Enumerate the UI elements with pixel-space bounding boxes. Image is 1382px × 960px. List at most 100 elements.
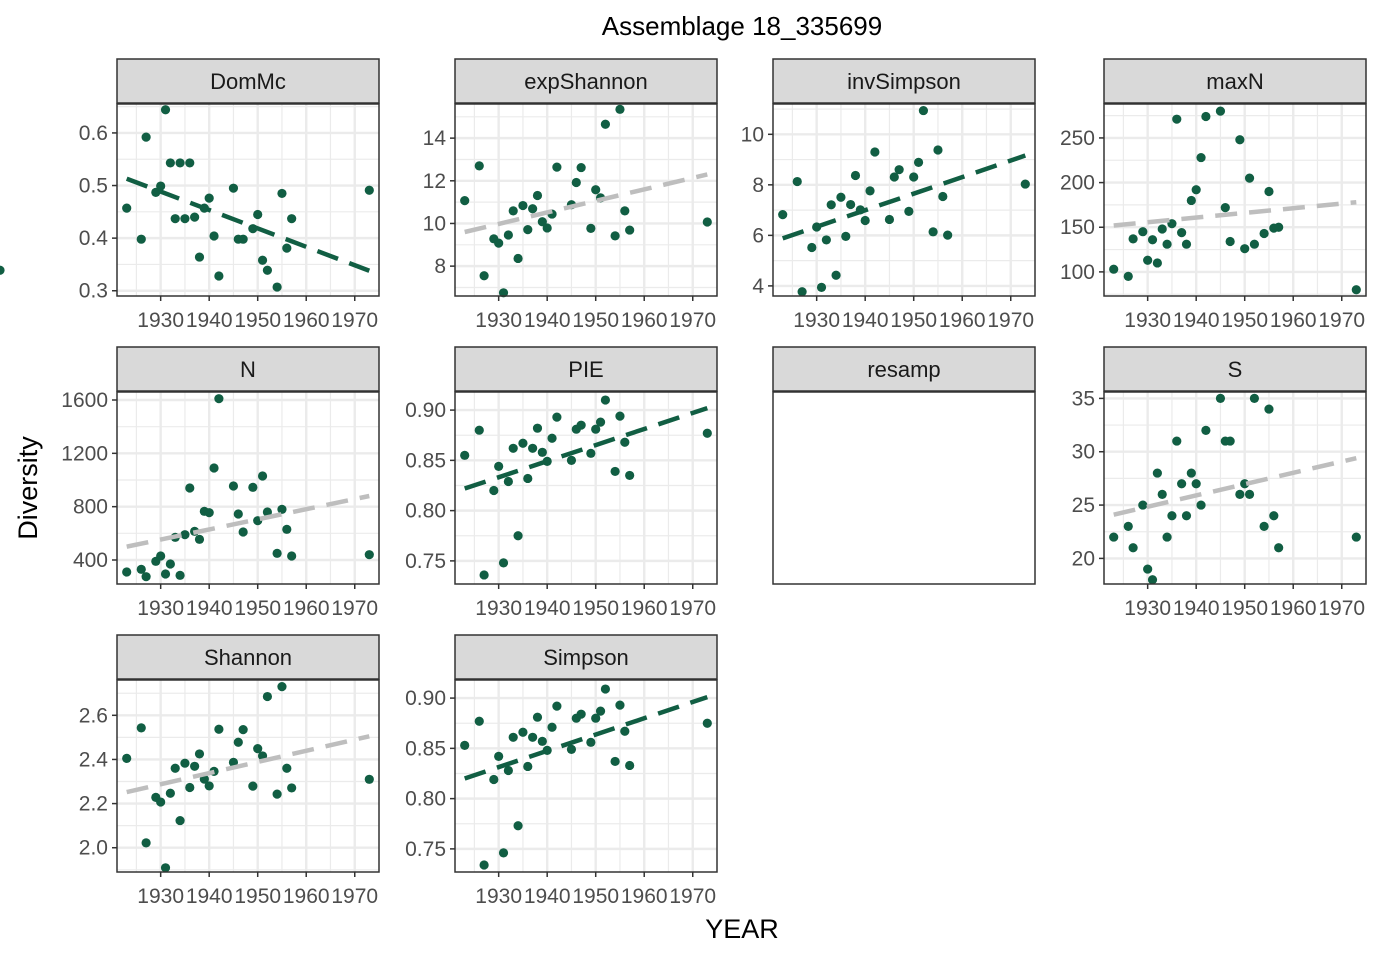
data-point [1191, 185, 1201, 195]
data-point [1225, 436, 1235, 446]
x-tick-label: 1930 [137, 885, 184, 908]
data-point [175, 570, 185, 580]
data-point [591, 185, 601, 195]
trend-line-nonsignificant [464, 172, 708, 235]
data-point [190, 761, 200, 771]
y-tick-label: 4 [752, 275, 764, 298]
data-point [870, 147, 880, 157]
data-point [528, 443, 538, 453]
data-point [1264, 186, 1274, 197]
data-point [474, 161, 484, 171]
data-point [1274, 543, 1284, 553]
facet-strip-label: N [240, 357, 256, 382]
y-tick-label: 0.90 [405, 399, 446, 422]
data-point [1172, 436, 1182, 446]
data-point [1196, 500, 1206, 510]
panel-background [1104, 104, 1366, 296]
data-point [625, 225, 635, 235]
data-point [287, 551, 297, 561]
panel-border [454, 103, 718, 297]
data-point [595, 706, 606, 716]
y-tick-label: 250 [1060, 127, 1095, 150]
data-point [282, 243, 292, 253]
data-point [165, 158, 175, 168]
data-point [170, 763, 180, 773]
data-point [175, 158, 185, 168]
data-point [928, 227, 938, 237]
data-point [797, 287, 807, 297]
data-point [474, 716, 484, 726]
y-tick-label: 14 [423, 127, 447, 150]
y-tick-label: 0.80 [405, 500, 446, 523]
data-point [1109, 264, 1119, 274]
x-tick-label: 1970 [1318, 309, 1365, 332]
data-point [209, 463, 219, 473]
panel-border [454, 679, 718, 873]
data-point [1264, 404, 1274, 414]
data-point [816, 282, 827, 293]
data-point [537, 736, 547, 746]
data-point [364, 774, 374, 784]
data-point [518, 200, 528, 211]
data-point [586, 223, 596, 233]
data-point [1167, 219, 1177, 229]
y-tick-label: 2.0 [79, 837, 108, 860]
facet-strip-label: Simpson [543, 645, 629, 670]
data-point [566, 744, 577, 754]
data-point [262, 265, 273, 275]
data-point [591, 713, 601, 723]
data-point [262, 691, 273, 702]
chart-title: Assemblage 18_335699 [602, 11, 882, 41]
data-point [542, 223, 552, 233]
x-tick-label: 1970 [669, 885, 716, 908]
y-tick-label: 1600 [61, 389, 108, 412]
x-tick-label: 1960 [283, 885, 330, 908]
data-point [1152, 258, 1162, 268]
data-point [160, 105, 171, 115]
data-point [943, 230, 953, 240]
data-point [1128, 543, 1138, 553]
data-point [185, 782, 195, 793]
data-point [204, 508, 214, 518]
data-point [1235, 135, 1245, 145]
facet-panel-n: N 400 800 1200 1600 1930 1940 1950 1960 1970 [61, 346, 380, 620]
data-point [233, 737, 243, 747]
facet-panel-simpson: Simpson 0.75 0.80 0.85 0.90 1930 1940 1950 1960 1… [405, 634, 718, 908]
data-point [498, 848, 509, 858]
data-point [136, 234, 146, 244]
data-point [204, 193, 214, 203]
data-point [576, 420, 586, 430]
data-point [160, 863, 171, 873]
y-tick-label: 0.75 [405, 550, 446, 573]
data-point [185, 483, 195, 493]
y-tick-label: 10 [741, 123, 764, 146]
y-tick-label: 0.3 [79, 280, 108, 303]
x-tick-label: 1940 [1173, 309, 1220, 332]
x-tick-label: 1960 [283, 597, 330, 620]
data-point [277, 682, 287, 692]
data-point [151, 187, 161, 197]
x-tick-label: 1940 [186, 885, 233, 908]
x-tick-label: 1940 [1173, 597, 1220, 620]
data-point [1162, 239, 1172, 249]
data-point [136, 564, 146, 574]
x-tick-label: 1960 [621, 597, 668, 620]
data-point [253, 209, 263, 220]
x-tick-label: 1940 [186, 597, 233, 620]
data-point [528, 204, 538, 214]
y-tick-label: 0.5 [79, 175, 108, 198]
data-point [1259, 228, 1269, 239]
data-point [625, 470, 635, 481]
x-tick-label: 1950 [572, 309, 619, 332]
data-point [194, 534, 205, 544]
facet-strip [772, 346, 1036, 392]
data-point [586, 737, 596, 747]
data-point [194, 252, 205, 262]
data-point [821, 235, 831, 245]
data-point [566, 455, 577, 465]
data-point [272, 548, 282, 558]
trend-line-nonsignificant [1113, 199, 1357, 228]
facet-strip [1103, 346, 1367, 392]
data-point [228, 183, 239, 193]
